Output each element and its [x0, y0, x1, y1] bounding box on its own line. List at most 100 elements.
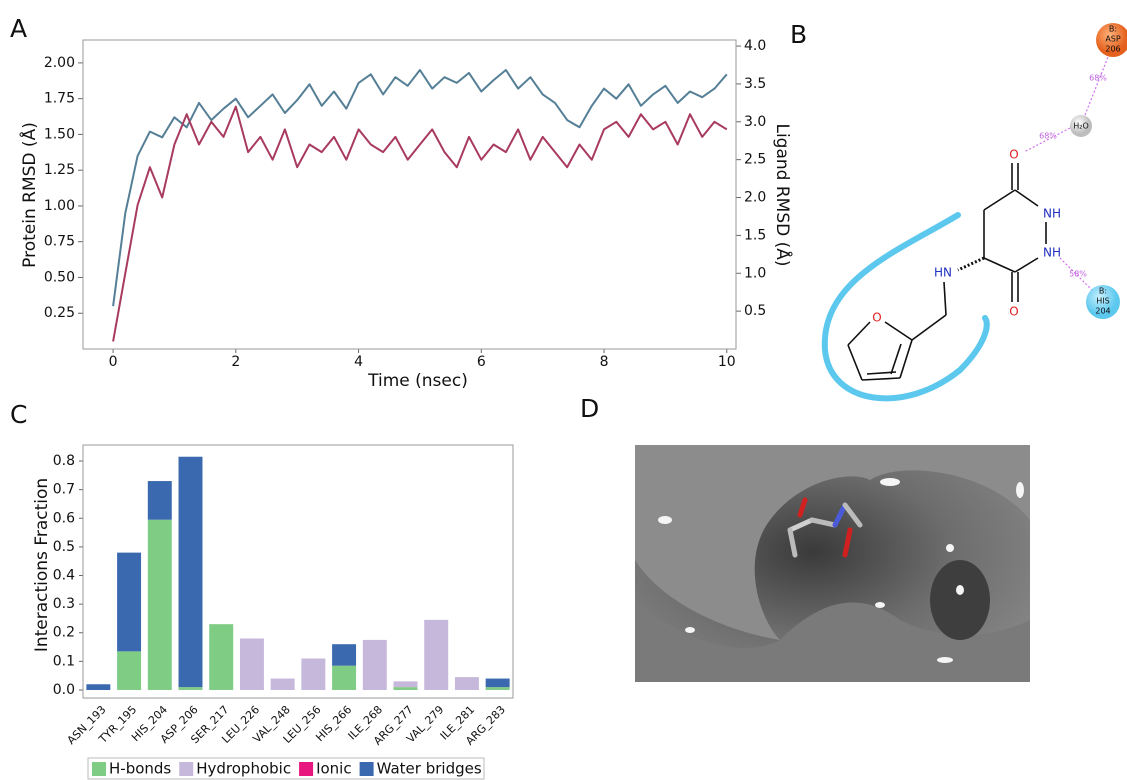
atom-label: O	[1009, 148, 1018, 162]
y2-tick-label: 4.0	[744, 38, 766, 54]
y-tick-label: 0.0	[53, 682, 75, 698]
ligand-diagram: B: ASP 206 B: HIS 204 H₂O 68% 68% 58% O …	[821, 23, 1127, 402]
bar-segment	[393, 681, 418, 688]
residue-name: ASP	[1105, 35, 1121, 44]
surface-ridge	[635, 600, 1030, 682]
data-line	[112, 105, 728, 342]
panel-label: C	[10, 400, 27, 429]
y-tick-label: 0.4	[53, 568, 75, 584]
panel-label: B	[790, 20, 807, 49]
residue-his	[1086, 285, 1120, 319]
residue-chain: B:	[1099, 287, 1107, 296]
panel-label: D	[580, 394, 599, 423]
x-tick-label: 2	[231, 354, 240, 370]
interaction-lines	[1023, 56, 1109, 291]
water-label: H₂O	[1073, 122, 1089, 131]
bar-segment	[332, 665, 357, 690]
x-axis-title: Time (nsec)	[367, 371, 468, 391]
bar-segment	[301, 658, 326, 690]
atom-label: O	[872, 311, 881, 325]
legend-swatch	[299, 762, 314, 776]
legend-swatch	[359, 762, 374, 776]
y2-tick-label: 2.0	[744, 190, 766, 206]
surface-ridge	[635, 445, 1030, 640]
surface-cavity	[930, 560, 990, 640]
pct-label: 68%	[1039, 132, 1057, 141]
y-tick-label: 1.25	[44, 162, 75, 178]
y2-tick-label: 1.5	[744, 227, 766, 243]
y-axis-title: Interactions Fraction	[32, 478, 52, 652]
residue-chain: B:	[1109, 25, 1117, 34]
ligand-sticks	[787, 497, 863, 558]
bar-segment	[86, 684, 111, 690]
bar-segment	[178, 456, 203, 688]
x-tick-label: 4	[354, 354, 363, 370]
legend-swatch	[179, 762, 194, 776]
bar-segment	[178, 687, 203, 690]
bar-segment	[454, 677, 479, 690]
bar-segment	[117, 651, 142, 690]
y2-tick-label: 1.0	[744, 265, 766, 281]
plot-frame	[82, 39, 737, 350]
bar-segment	[332, 644, 357, 666]
bar-segment	[424, 619, 449, 690]
pct-label: 58%	[1069, 270, 1087, 279]
y2-tick-label: 3.5	[744, 76, 766, 92]
x-tick-label: 0	[109, 354, 118, 370]
y-tick-label: 0.3	[53, 596, 75, 612]
y-tick-label: 0.8	[53, 453, 75, 469]
legend-frame	[87, 757, 485, 780]
x-tick-label: 8	[600, 354, 609, 370]
bar-segment	[147, 519, 172, 690]
atom-label: NH	[1043, 207, 1061, 221]
y2-tick-label: 2.5	[744, 152, 766, 168]
bar-segment	[362, 639, 387, 690]
bar-segment	[270, 678, 295, 690]
bar-segment	[485, 687, 510, 690]
atom-label: NH	[1043, 246, 1061, 260]
y-axis-title: Protein RMSD (Å)	[18, 122, 40, 268]
y2-axis-title: Ligand RMSD (Å)	[772, 123, 794, 266]
legend-swatch	[92, 762, 106, 776]
legend-label: Hydrophobic	[196, 760, 291, 778]
pct-label: 68%	[1089, 74, 1107, 83]
bar-segment	[485, 678, 510, 688]
legend-label: H-bonds	[109, 760, 171, 778]
y-tick-label: 0.75	[44, 234, 75, 250]
x-tick-label: 10	[718, 354, 736, 370]
bar-segment	[147, 481, 172, 520]
y-tick-label: 0.6	[53, 510, 75, 526]
plot-frame	[82, 444, 514, 699]
y-tick-label: 0.5	[53, 539, 75, 555]
legend-label: Water bridges	[377, 760, 482, 778]
bar-segment	[209, 624, 234, 690]
highlights	[658, 478, 1024, 663]
residue-number: 204	[1095, 307, 1110, 316]
residue-number: 206	[1105, 45, 1120, 54]
surface-image	[635, 445, 1030, 682]
y-tick-label: 1.50	[44, 126, 75, 142]
atom-label: HN	[934, 266, 952, 280]
y-tick-label: 1.75	[44, 91, 75, 107]
residue-asp	[1096, 23, 1127, 57]
legend-label: Ionic	[316, 760, 352, 778]
y-tick-label: 0.7	[53, 482, 75, 498]
y-tick-label: 0.2	[53, 625, 75, 641]
panel-label: A	[10, 14, 27, 43]
y-tick-label: 2.00	[44, 55, 75, 71]
x-tick-label: 6	[477, 354, 486, 370]
data-line	[112, 69, 728, 307]
bar-segment	[393, 687, 418, 690]
y-tick-label: 0.50	[44, 269, 75, 285]
residue-name: HIS	[1096, 297, 1109, 306]
pocket-outline	[821, 212, 990, 402]
y-tick-label: 0.1	[53, 653, 75, 669]
y2-tick-label: 3.0	[744, 114, 766, 130]
y2-tick-label: 0.5	[744, 303, 766, 319]
bar-segment	[239, 638, 264, 690]
y-tick-label: 0.25	[44, 305, 75, 321]
y-tick-label: 1.00	[44, 198, 75, 214]
water	[1070, 115, 1092, 137]
bonds	[847, 163, 1047, 381]
